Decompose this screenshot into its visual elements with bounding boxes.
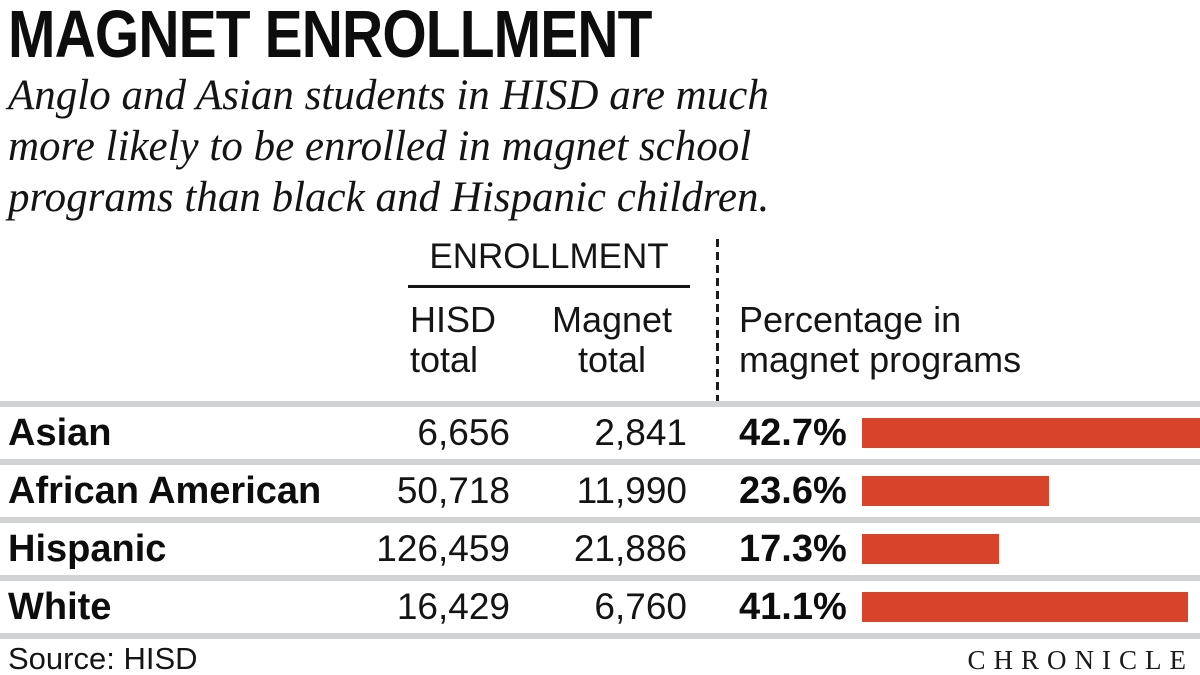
chart-title: MAGNET ENROLLMENT: [8, 0, 652, 72]
hisd-total-value: 50,718: [396, 470, 510, 511]
row-category-label: Asian: [8, 412, 112, 454]
percentage-bar: [862, 418, 1200, 448]
source-credit: Source: HISD: [8, 641, 198, 675]
magnet-total-value: 11,990: [576, 470, 687, 511]
percentage-bar: [862, 534, 999, 564]
row-category-label: White: [8, 586, 112, 628]
chart-subtitle: Anglo and Asian students in HISD are muc…: [8, 72, 770, 221]
magnet-total-value: 2,841: [594, 412, 687, 453]
column-header-magnet-total: Magnet total: [551, 299, 673, 380]
table-row: Asian 6,656 2,841 42.7%: [0, 407, 1200, 459]
magnet-total-value: 21,886: [573, 528, 687, 569]
magnet-total-value: 6,760: [594, 586, 687, 627]
row-separator: [0, 575, 1200, 581]
percentage-value: 17.3%: [739, 528, 847, 570]
hisd-total-value: 126,459: [376, 528, 510, 569]
table-row: White 16,429 6,760 41.1%: [0, 581, 1200, 633]
enrollment-header-rule: [408, 285, 690, 288]
column-header-hisd-total: HISD total: [410, 299, 497, 380]
hisd-total-value: 6,656: [417, 412, 510, 453]
column-header-percentage: Percentage in magnet programs: [739, 299, 1022, 380]
table-row: African American 50,718 11,990 23.6%: [0, 465, 1200, 517]
percentage-bar: [862, 476, 1049, 506]
row-separator: [0, 459, 1200, 465]
enrollment-group-header: ENROLLMENT: [429, 237, 669, 276]
table-row: Hispanic 126,459 21,886 17.3%: [0, 523, 1200, 575]
table-body: Asian 6,656 2,841 42.7% African American…: [0, 401, 1200, 639]
percentage-bar: [862, 592, 1188, 622]
row-category-label: African American: [8, 470, 322, 512]
percentage-value: 42.7%: [739, 412, 847, 454]
chronicle-brand-label: CHRONICLE: [967, 645, 1194, 675]
hisd-total-value: 16,429: [396, 586, 510, 627]
row-separator: [0, 633, 1200, 639]
row-category-label: Hispanic: [8, 528, 167, 570]
percentage-value: 23.6%: [739, 470, 847, 512]
row-separator: [0, 517, 1200, 523]
row-separator: [0, 401, 1200, 407]
percentage-value: 41.1%: [739, 586, 847, 628]
